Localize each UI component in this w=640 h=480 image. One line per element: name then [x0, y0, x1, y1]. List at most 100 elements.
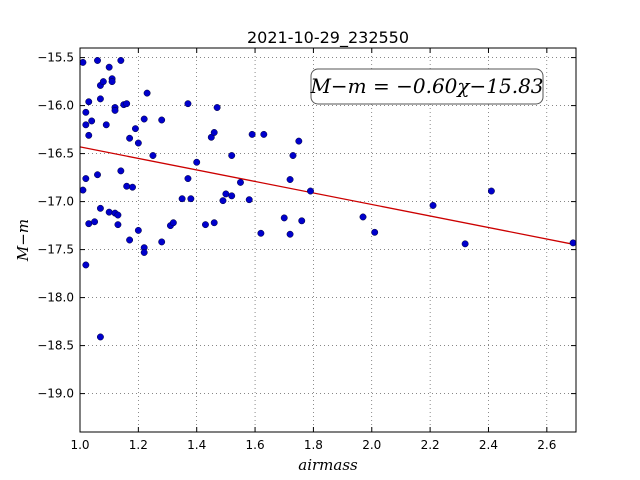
- chart-title: 2021-10-29_232550: [247, 28, 409, 48]
- data-point: [286, 176, 294, 183]
- data-point: [257, 229, 265, 237]
- data-point: [260, 130, 268, 138]
- data-point: [143, 89, 151, 97]
- data-point: [79, 58, 87, 66]
- data-point: [82, 121, 90, 129]
- data-point: [82, 108, 90, 116]
- data-point: [96, 333, 104, 341]
- data-point: [178, 195, 186, 203]
- data-point: [237, 178, 244, 186]
- data-point: [85, 98, 93, 106]
- fit-line-group: [79, 146, 577, 246]
- data-point: [105, 208, 113, 216]
- data-point: [123, 100, 131, 108]
- data-point: [429, 201, 437, 209]
- data-point: [228, 152, 236, 159]
- x-tick-label: 1.4: [187, 438, 206, 452]
- data-point: [295, 137, 303, 145]
- data-point: [210, 129, 218, 136]
- y-tick-label: −18.0: [37, 291, 74, 305]
- y-tick-label: −18.5: [37, 339, 74, 353]
- x-tick-label: 1.0: [70, 438, 89, 452]
- data-point: [140, 249, 148, 256]
- x-tick-label: 2.6: [537, 438, 556, 452]
- data-point: [187, 195, 195, 203]
- grid-lines: [79, 48, 576, 432]
- data-point: [85, 131, 93, 139]
- data-point: [248, 130, 256, 138]
- x-axis-label: airmass: [298, 456, 358, 474]
- data-point: [126, 236, 134, 244]
- data-point: [129, 183, 136, 191]
- data-point: [94, 57, 101, 64]
- annotation-box: [310, 68, 544, 105]
- data-point: [85, 220, 93, 228]
- data-point: [461, 240, 469, 248]
- data-point: [123, 182, 131, 190]
- fit-annotation: M−m = −0.60χ−15.83: [309, 68, 544, 105]
- data-point: [114, 211, 122, 219]
- data-point: [298, 217, 306, 225]
- data-point: [228, 192, 236, 200]
- data-point: [134, 139, 142, 147]
- data-point: [96, 204, 104, 212]
- data-point: [114, 221, 122, 229]
- data-point: [105, 63, 113, 71]
- x-tick-label: 1.2: [129, 438, 148, 452]
- y-axis-label: M−m: [14, 219, 32, 262]
- data-point: [210, 219, 218, 227]
- data-point: [222, 190, 230, 198]
- fit-equation: M−m = −0.60χ−15.83: [309, 74, 543, 98]
- data-point: [213, 104, 221, 111]
- data-point: [82, 175, 90, 183]
- x-tick-label: 1.8: [304, 438, 323, 452]
- data-point: [289, 152, 297, 159]
- data-point: [94, 171, 101, 179]
- data-point: [96, 95, 104, 103]
- data-point: [111, 106, 119, 114]
- y-tick-label: −15.5: [37, 51, 74, 65]
- data-point: [307, 187, 314, 195]
- data-point: [131, 125, 139, 133]
- data-point: [91, 218, 99, 226]
- data-point: [79, 186, 87, 194]
- data-point: [82, 261, 90, 269]
- y-tick-label: −16.0: [37, 99, 74, 113]
- x-tick-label: 2.2: [421, 438, 440, 452]
- data-point: [245, 196, 253, 204]
- data-points: [79, 57, 577, 341]
- data-point: [569, 239, 577, 247]
- data-point: [134, 226, 142, 234]
- axis-ticks: [79, 48, 576, 432]
- data-point: [158, 238, 166, 246]
- data-point: [184, 100, 192, 108]
- y-tick-label: −17.5: [37, 243, 74, 257]
- y-tick-labels: −15.5 −16.0 −16.5 −17.0 −17.5 −18.0 −18.5 −19.0: [37, 51, 74, 401]
- data-point: [117, 57, 125, 64]
- data-point: [371, 228, 379, 236]
- data-point: [126, 134, 134, 142]
- data-point: [88, 117, 96, 125]
- data-point: [219, 197, 227, 205]
- data-point: [158, 116, 166, 124]
- data-point: [149, 152, 157, 159]
- x-tick-label: 2.0: [362, 438, 381, 452]
- data-point: [193, 158, 201, 166]
- x-tick-label: 2.4: [479, 438, 498, 452]
- y-tick-label: −17.0: [37, 195, 74, 209]
- y-tick-label: −19.0: [37, 387, 74, 401]
- plot-frame: [79, 47, 577, 433]
- y-tick-label: −16.5: [37, 147, 74, 161]
- data-point: [487, 187, 495, 195]
- data-point: [202, 221, 209, 229]
- data-point: [99, 78, 107, 86]
- data-point: [359, 213, 367, 221]
- data-point: [280, 214, 288, 222]
- fit-line: [79, 146, 577, 246]
- data-point: [184, 175, 192, 183]
- x-tick-label: 1.6: [246, 438, 265, 452]
- data-point: [169, 219, 177, 227]
- data-point: [102, 121, 110, 129]
- data-point: [140, 115, 148, 123]
